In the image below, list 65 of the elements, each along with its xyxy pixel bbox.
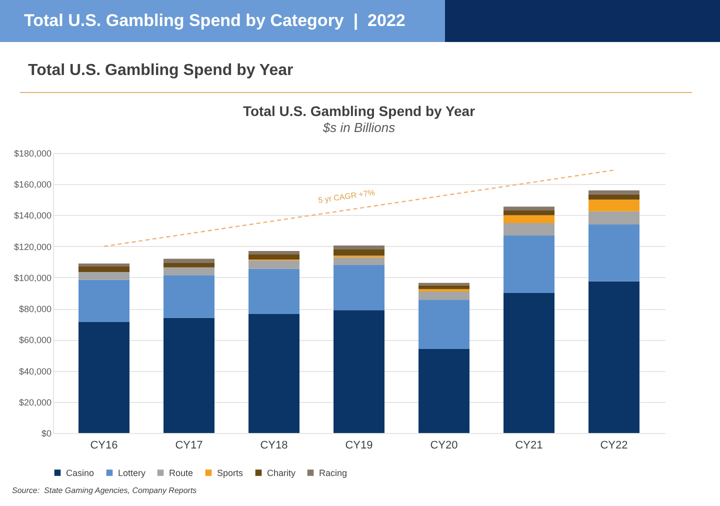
bar xyxy=(588,224,640,282)
chart-title: Total U.S. Gambling Spend by Year xyxy=(242,103,476,119)
bar xyxy=(78,266,130,272)
y-tick-label: $60,000 xyxy=(18,335,52,346)
bar xyxy=(78,280,130,322)
bar xyxy=(248,260,300,269)
y-tick-label: $40,000 xyxy=(18,366,52,376)
bar xyxy=(504,223,554,236)
bar xyxy=(78,322,130,433)
bar xyxy=(164,318,214,433)
legend-label: Sports xyxy=(217,468,244,478)
bar xyxy=(504,206,554,211)
annotation: 5 yr CAGR +7% xyxy=(318,188,376,205)
bar xyxy=(78,272,130,280)
bar xyxy=(588,281,640,433)
legend-label: Casino xyxy=(66,468,94,478)
bar xyxy=(504,293,554,433)
y-tick-label: $120,000 xyxy=(14,242,52,252)
text: Total U.S. Gambling Spend by Year xyxy=(28,62,294,80)
bar xyxy=(334,246,384,250)
bar xyxy=(334,249,384,256)
y-tick-label: $140,000 xyxy=(14,210,52,221)
bar xyxy=(418,349,470,433)
bar xyxy=(334,257,384,265)
bar xyxy=(334,310,384,433)
y-tick-label: $20,000 xyxy=(18,397,52,408)
x-tick-label: CY16 xyxy=(90,440,118,452)
y-tick-label: $180,000 xyxy=(14,148,52,158)
bar xyxy=(164,275,214,318)
bar xyxy=(418,300,470,349)
bar xyxy=(588,190,640,194)
x-tick-label: CY20 xyxy=(430,440,458,452)
header-banner: Total U.S. Gambling Spend by Category | 2022 xyxy=(0,0,445,42)
bar xyxy=(248,251,300,254)
bar xyxy=(164,258,214,263)
legend-label: Charity xyxy=(267,468,296,478)
legend-label: Racing xyxy=(319,468,348,478)
bar xyxy=(588,200,640,212)
x-tick-label: CY19 xyxy=(345,440,373,452)
x-tick-label: CY17 xyxy=(175,440,203,452)
bar xyxy=(504,215,554,223)
bar xyxy=(248,268,300,314)
bar xyxy=(248,254,300,260)
bar xyxy=(164,267,214,276)
legend-label: Route xyxy=(169,468,194,478)
x-tick-label: CY21 xyxy=(515,440,543,452)
bar xyxy=(418,285,470,290)
legend-label: Lottery xyxy=(118,468,146,478)
bar xyxy=(248,314,300,433)
x-tick-label: CY18 xyxy=(260,440,288,452)
y-tick-label: $80,000 xyxy=(18,304,52,314)
bar xyxy=(164,262,214,268)
bar xyxy=(504,210,554,216)
bar xyxy=(334,265,384,310)
y-tick-label: $0 xyxy=(41,428,52,438)
y-tick-label: $160,000 xyxy=(14,180,52,190)
bar xyxy=(588,211,640,225)
chart-subtitle: $s in Billions xyxy=(322,120,396,135)
bar xyxy=(588,194,640,200)
bar xyxy=(78,263,130,267)
bar xyxy=(418,291,470,300)
source-note: Source: State Gaming Agencies, Company Reports xyxy=(12,486,197,495)
bar xyxy=(504,235,554,293)
x-tick-label: CY22 xyxy=(600,440,628,452)
y-tick-label: $100,000 xyxy=(14,272,52,283)
